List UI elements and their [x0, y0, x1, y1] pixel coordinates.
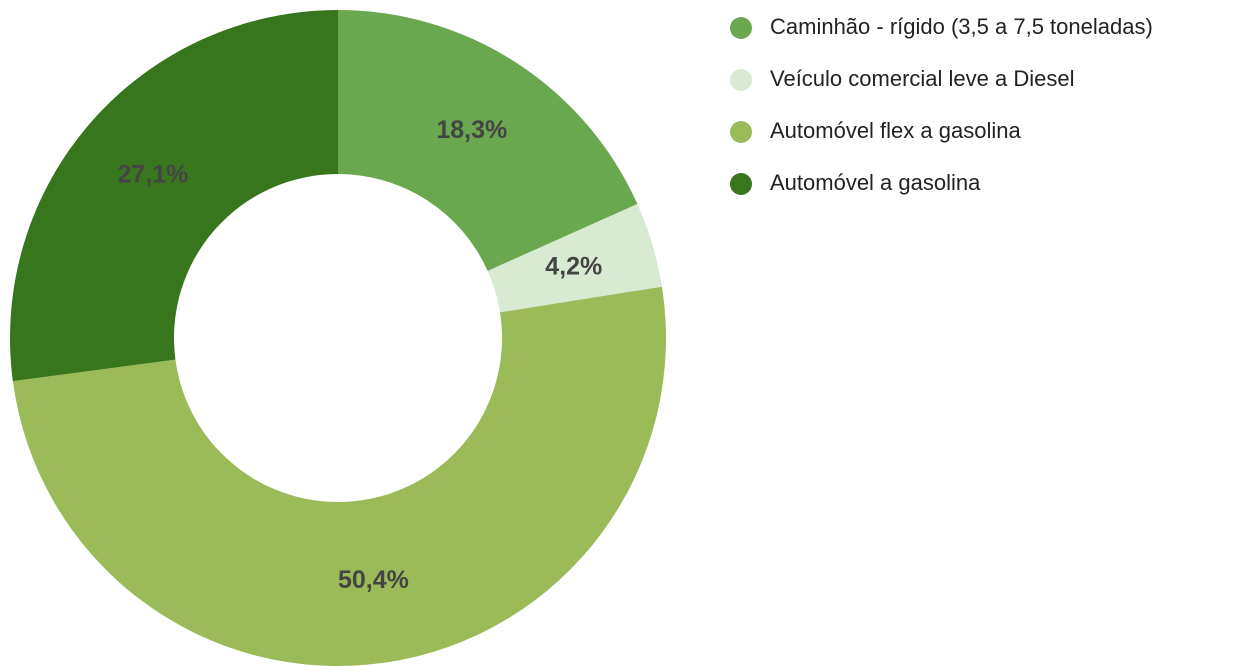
legend-swatch	[730, 69, 752, 91]
value-label: 50,4%	[338, 566, 409, 594]
legend-label: Veículo comercial leve a Diesel	[770, 66, 1074, 91]
value-label: 27,1%	[118, 161, 189, 189]
value-label: 4,2%	[545, 252, 602, 280]
donut-slice	[487, 203, 662, 313]
donut-slice	[9, 10, 338, 382]
legend-swatch	[730, 17, 752, 39]
legend-swatch	[730, 121, 752, 143]
legend-label: Caminhão - rígido (3,5 a 7,5 toneladas)	[770, 14, 1153, 39]
donut-slice	[12, 286, 666, 666]
donut-slice	[338, 10, 638, 271]
legend-label: Automóvel a gasolina	[770, 170, 981, 195]
legend-swatch	[730, 173, 752, 195]
value-label: 18,3%	[436, 116, 507, 144]
legend-label: Automóvel flex a gasolina	[770, 118, 1021, 143]
